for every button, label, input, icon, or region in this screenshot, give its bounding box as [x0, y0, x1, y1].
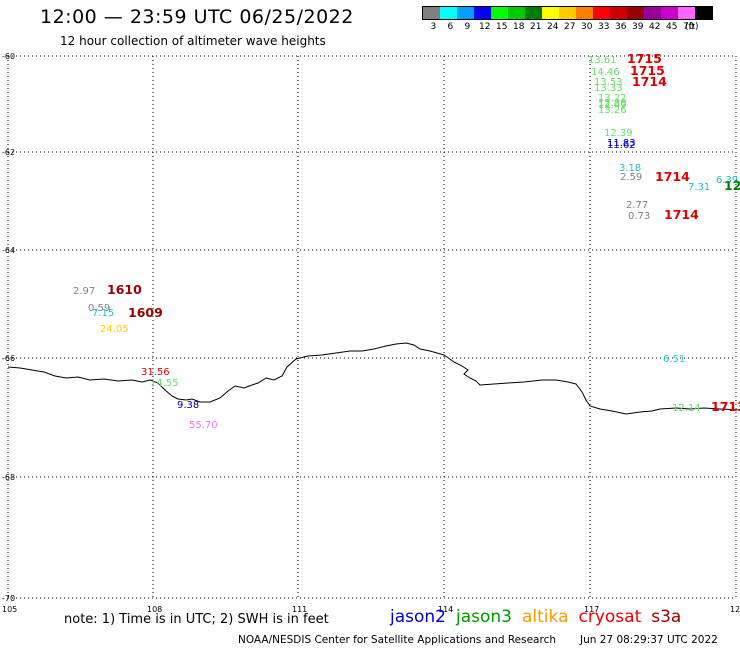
legend-label: 45 — [666, 22, 678, 32]
wave-height-label: 14.55 — [150, 378, 179, 389]
latitude-label: -70 — [2, 594, 15, 603]
legend-swatch — [457, 7, 474, 19]
wave-height-label: 2.97 — [73, 286, 95, 297]
wave-height-label: 31.56 — [141, 367, 170, 378]
legend-label: 30 — [581, 22, 593, 32]
legend-label: 3 — [430, 22, 437, 32]
legend-label: 36 — [615, 22, 627, 32]
legend-label: 39 — [632, 22, 644, 32]
legend-label: (ft) — [685, 22, 699, 32]
legend-swatch — [644, 7, 661, 19]
legend-swatch — [695, 7, 712, 19]
wave-height-label: 2.77 — [626, 200, 648, 211]
legend-label: 70 — [683, 22, 695, 32]
legend-swatch — [525, 7, 542, 19]
wave-height-label: 6.51 — [663, 354, 685, 365]
legend-label: 9 — [464, 22, 471, 32]
wave-height-label: 0.73 — [628, 211, 650, 222]
pass-time-label: 1610 — [107, 282, 142, 297]
satellite-altika: altika — [522, 607, 569, 627]
legend-label: 27 — [564, 22, 576, 32]
wave-height-label: 12.39 — [604, 128, 633, 139]
wave-height-label: 13.53 — [594, 77, 623, 88]
pass-time-label: 1715 — [630, 63, 665, 78]
antarctic-coastline — [7, 342, 740, 415]
wave-height-label: 11.62 — [607, 140, 636, 151]
latitude-label: -64 — [2, 246, 15, 255]
legend-label: 24 — [547, 22, 559, 32]
satellite-jason2: jason2 — [390, 607, 446, 627]
generation-timestamp: Jun 27 08:29:37 UTC 2022 — [580, 634, 718, 646]
legend-swatch — [678, 7, 695, 19]
footnote: note: 1) Time is in UTC; 2) SWH is in fe… — [64, 612, 329, 627]
wave-height-label: 0.59 — [88, 303, 110, 314]
wave-height-label: 13.33 — [594, 83, 623, 94]
graticule — [7, 55, 737, 599]
legend-label: 15 — [496, 22, 508, 32]
wave-height-label: 24.05 — [100, 324, 129, 335]
legend-label: 12 — [479, 22, 491, 32]
satellite-s3a: s3a — [651, 607, 682, 627]
longitude-label: 117 — [584, 605, 599, 614]
satellite-key: jason2 jason3 altika cryosat s3a — [390, 607, 691, 627]
pass-time-label: 1714 — [632, 74, 667, 89]
wave-height-label: 7.31 — [688, 182, 710, 193]
legend-swatch — [661, 7, 678, 19]
wave-height-label: 12.14 — [672, 403, 701, 414]
credit-line: NOAA/NESDIS Center for Satellite Applica… — [238, 634, 556, 646]
satellite-cryosat: cryosat — [578, 607, 642, 627]
map-subtitle: 12 hour collection of altimeter wave hei… — [60, 34, 326, 48]
wave-height-label: 6.39 — [716, 175, 738, 186]
latitude-label: -62 — [2, 148, 15, 157]
longitude-label: 111 — [292, 605, 307, 614]
longitude-label: 105 — [2, 605, 17, 614]
legend-swatch — [491, 7, 508, 19]
legend-swatch — [627, 7, 644, 19]
wave-height-label: 13.61 — [588, 55, 617, 66]
wave-height-label: 12.49 — [598, 100, 627, 111]
wave-height-label: 7.15 — [92, 308, 114, 319]
legend-label: 21 — [530, 22, 542, 32]
legend-swatch — [576, 7, 593, 19]
legend-swatch — [508, 7, 525, 19]
latitude-label: -68 — [2, 473, 15, 482]
wave-height-label: 13.22 — [598, 93, 627, 104]
legend-swatch — [423, 7, 440, 19]
pass-time-label: 1715 — [627, 51, 662, 66]
latitude-label: -60 — [2, 52, 15, 61]
map-title: 12:00 — 23:59 UTC 06/25/2022 — [40, 6, 354, 28]
wave-height-label: 12.88 — [598, 98, 627, 109]
longitude-label: 120 — [730, 605, 740, 614]
latitude-label: -66 — [2, 354, 15, 363]
wave-height-label: 14.46 — [591, 67, 620, 78]
legend-label: 33 — [598, 22, 610, 32]
longitude-label: 108 — [147, 605, 162, 614]
wave-height-label: 2.59 — [620, 172, 642, 183]
color-scale-legend — [422, 6, 713, 20]
legend-swatch — [593, 7, 610, 19]
legend-swatch — [440, 7, 457, 19]
legend-swatch — [474, 7, 491, 19]
wave-height-label: 3.18 — [619, 163, 641, 174]
pass-time-label: 12 — [724, 178, 740, 193]
longitude-label: 114 — [438, 605, 453, 614]
satellite-jason3: jason3 — [456, 607, 512, 627]
wave-height-label: 11.83 — [607, 138, 636, 149]
legend-swatch — [559, 7, 576, 19]
legend-swatch — [542, 7, 559, 19]
pass-time-label: 1714 — [655, 169, 690, 184]
wave-height-label: 13.26 — [598, 105, 627, 116]
legend-label: 6 — [447, 22, 454, 32]
pass-time-label: 1713 — [711, 399, 740, 414]
legend-label: 42 — [649, 22, 661, 32]
pass-time-label: 1714 — [664, 207, 699, 222]
wave-height-label: 55.70 — [189, 420, 218, 431]
axis-labels: -60 -62 -64 -66 -68 -70 105 108 111 114 117 120 — [2, 52, 740, 614]
pass-time-label: 1609 — [128, 305, 163, 320]
wave-height-label: 9.38 — [177, 400, 199, 411]
legend-swatch — [610, 7, 627, 19]
legend-label: 18 — [513, 22, 525, 32]
